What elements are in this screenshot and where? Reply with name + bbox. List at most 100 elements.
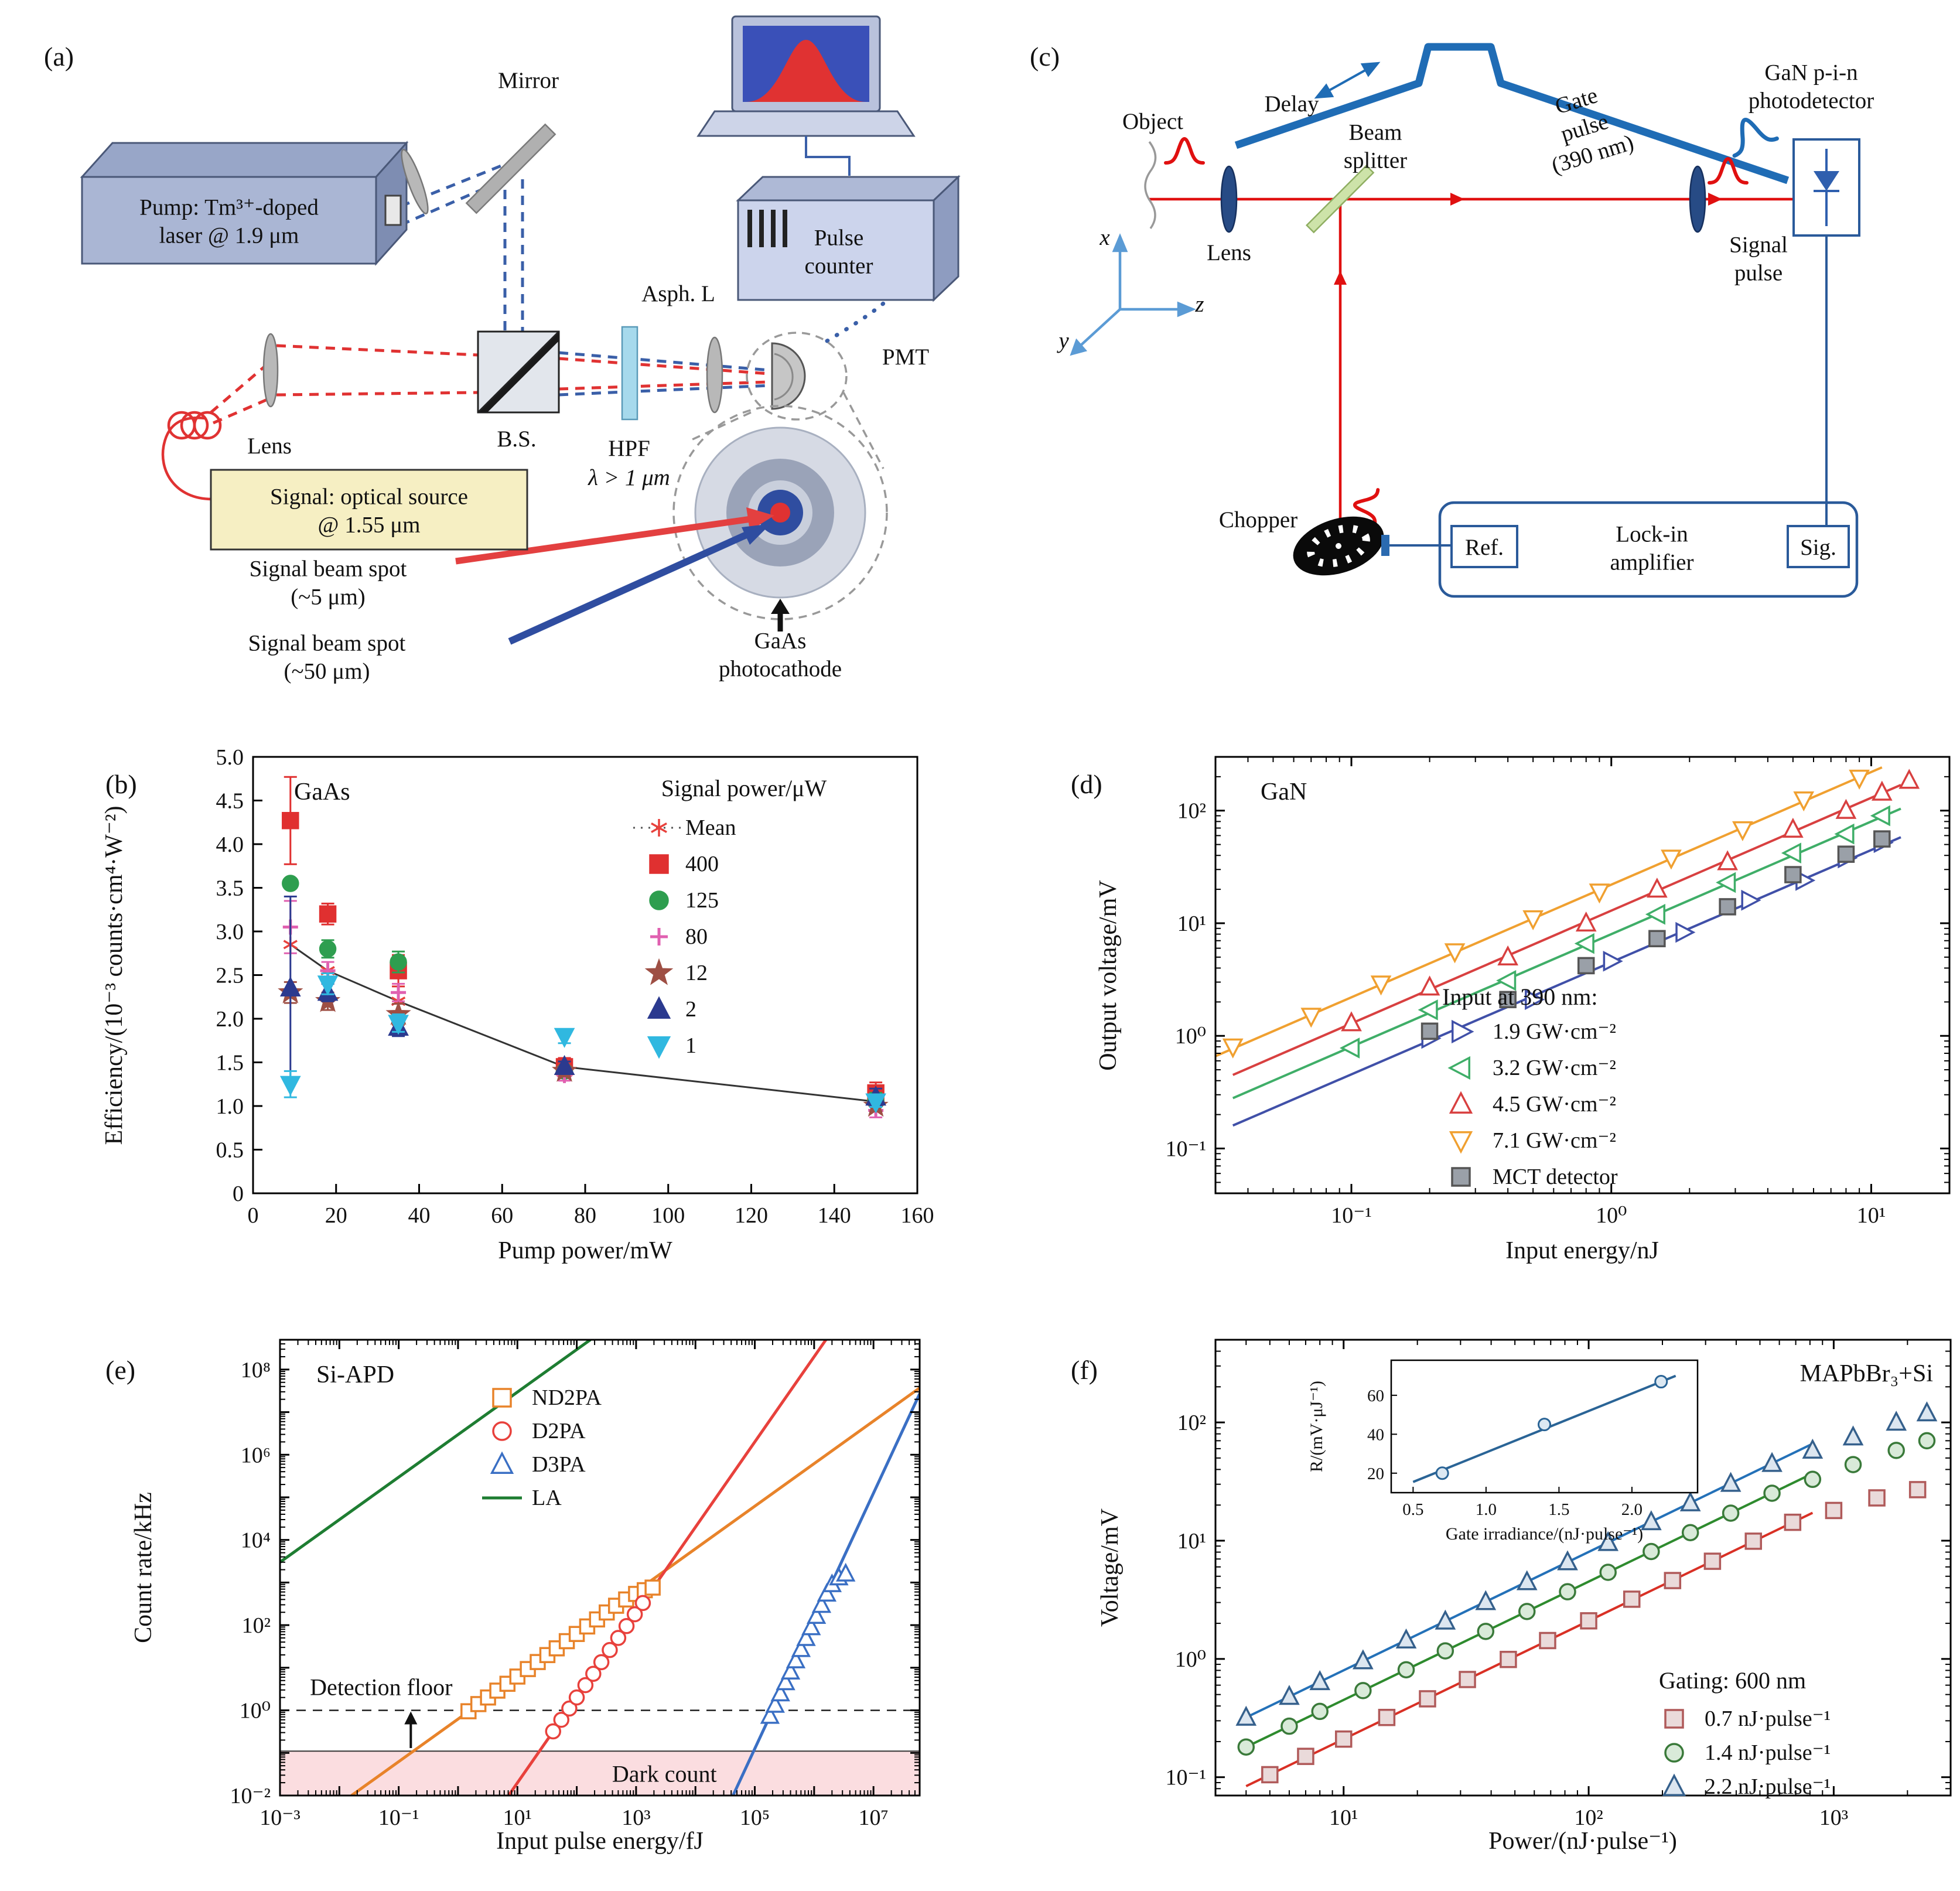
y-axis-label: Count rate/kHz [130,1492,157,1643]
gate-pulse-icon [1732,118,1779,158]
tick-label: 10¹ [1857,1203,1886,1228]
pump-laser-box [80,141,409,266]
tick-label: 140 [818,1203,851,1228]
tick-label: 160 [901,1203,934,1228]
tick-label: 10³ [1819,1805,1848,1830]
legend-label: 7.1 GW·cm⁻² [1493,1128,1616,1153]
tick-label: 10⁻¹ [1166,1766,1206,1790]
pulse-glyphs [1164,118,1779,525]
label-pmt: PMT [882,344,930,370]
chopper-pulse-icon [1353,488,1380,525]
inset-tick-label: 1.0 [1476,1500,1497,1519]
focusing-lens [1689,165,1706,233]
panel-tag-a: (a) [44,42,74,71]
legend-title: Gating: 600 nm [1659,1667,1806,1694]
chart-title: GaAs [294,779,350,805]
annotation-detection-floor: Detection floor [310,1674,452,1701]
label-spot-large: Signal beam spot (~50 μm) [248,630,406,684]
label-lockin: Lock-in amplifier [1610,521,1694,575]
tick-label: 0.5 [216,1138,244,1163]
label-lens: Lens [247,434,292,459]
legend-label: 3.2 GW·cm⁻² [1493,1056,1616,1080]
tick-label: 60 [491,1203,513,1228]
tick-label: 10² [1574,1805,1603,1830]
chart-b: 0 20 40 60 80 100 120 140 160 0 0.5 1.0 1.5 2.0 2.5 3.0… [88,735,955,1292]
tick-label: 10⁻³ [259,1805,300,1830]
coordinate-axes [1070,233,1196,356]
label-axis-x: x [1099,225,1110,251]
annotation-dark-count: Dark count [612,1760,717,1787]
aspheric-lens [706,336,723,414]
tick-label: 10⁸ [241,1358,271,1383]
photocathode-arrow [771,599,790,632]
y-axis-label: Voltage/mV [1097,1508,1124,1627]
tick-label: 40 [408,1203,431,1228]
x-axis-label: Input pulse energy/fJ [496,1828,704,1855]
legend-label: 4.5 GW·cm⁻² [1493,1092,1616,1117]
pulse-counter-box [736,175,961,302]
tick-label: 3.5 [216,876,244,901]
chart-e: Detection floor Dark count 10⁻³ 10⁻¹ 10¹ 10³ 1… [117,1318,967,1888]
legend: Signal power/μW Mean 400 125 80 12 2 1 [633,775,827,1059]
chart-e-svg: Detection floor Dark count 10⁻³ 10⁻¹ 10¹ 10³ 1… [130,1339,921,1855]
delay-arrow [1314,62,1381,99]
tick-label: 4.0 [216,832,244,857]
gan-detector [1792,138,1860,237]
tick-label: 10³ [622,1805,650,1830]
tick-label: 10² [242,1613,271,1638]
signal-pulse-icon [1708,156,1749,185]
y-axis-label: Output voltage/mV [1095,880,1122,1070]
pump-lens [401,149,429,214]
chopper-wheel [1293,516,1384,576]
x-axis-label: Input energy/nJ [1505,1237,1659,1264]
legend-label: 2 [685,997,696,1022]
legend-label: 125 [685,888,719,913]
chart-title: GaN [1261,779,1307,805]
legend-label: ND2PA [532,1385,602,1410]
spot-arrow-large [508,524,771,645]
tick-label: 10⁴ [241,1528,271,1553]
panel-c-diagram: Delay Gate pulse (390 nm) GaN p-i-n phot… [996,6,1948,680]
inset-x-label: Gate irradiance/(nJ·pulse⁻¹) [1446,1524,1643,1544]
tick-label: 10⁰ [1596,1203,1627,1228]
chart-f: 10¹ 10² 10³ 10⁻¹ 10⁰ 10¹ 10² Power/(nJ·pulse⁻¹)… [1054,1318,1960,1888]
plot-area [1215,766,1920,1127]
lockin-outline [1438,501,1859,598]
x-axis-label: Pump power/mW [498,1237,672,1264]
x-axis-label: Power/(nJ·pulse⁻¹) [1488,1828,1677,1855]
plot-area [278,776,889,1118]
signal-lens [262,333,279,408]
tick-label: 0 [233,1182,244,1206]
tick-label: 80 [574,1203,596,1228]
tick-label: 1.0 [216,1094,244,1119]
signal-beam [1149,193,1792,206]
label-pump-laser: Pump: Tm³⁺-doped laser @ 1.9 μm [139,194,319,248]
label-photocathode: GaAs photocathode [718,628,842,681]
label-ref: Ref. [1464,535,1504,561]
label-mirror: Mirror [498,68,559,94]
inset: 0.5 1.0 1.5 2.0 20 40 60 Gate irradiance/(nJ·pu… [1307,1359,1699,1544]
label-object: Object [1122,109,1183,135]
inset-tick-label: 0.5 [1402,1500,1423,1519]
tick-label: 10⁻¹ [1166,1136,1206,1161]
label-spot-small: Signal beam spot (~5 μm) [249,556,407,609]
tick-label: 10¹ [1177,1529,1206,1554]
tick-label: 2.5 [216,964,244,988]
tick-label: 3.0 [216,920,244,944]
tick-label: 10¹ [1329,1805,1358,1830]
chopper-mount [1381,535,1389,556]
chart-d: 10⁻¹ 10⁰ 10¹ 10⁻¹ 10⁰ 10¹ 10² Input energy/nJ Ou… [1054,735,1960,1292]
label-axis-y: y [1058,328,1069,354]
legend-label: 1.9 GW·cm⁻² [1493,1019,1616,1044]
pmt-detector [771,342,806,410]
legend-label: 80 [685,924,708,949]
chart-d-svg: 10⁻¹ 10⁰ 10¹ 10⁻¹ 10⁰ 10¹ 10² Input energy/nJ Ou… [1095,756,1951,1264]
spot-arrow-small [455,507,774,565]
beam-splitter-plate [1305,164,1375,234]
beam-splitter-cube [477,330,560,414]
legend-label: D2PA [532,1419,586,1443]
legend-label: 2.2 nJ·pulse⁻¹ [1705,1774,1831,1799]
label-gan-detector: GaN p-i-n photodetector [1748,60,1874,113]
legend-label: 0.7 nJ·pulse⁻¹ [1705,1706,1831,1731]
tick-label: 2.0 [216,1007,244,1032]
